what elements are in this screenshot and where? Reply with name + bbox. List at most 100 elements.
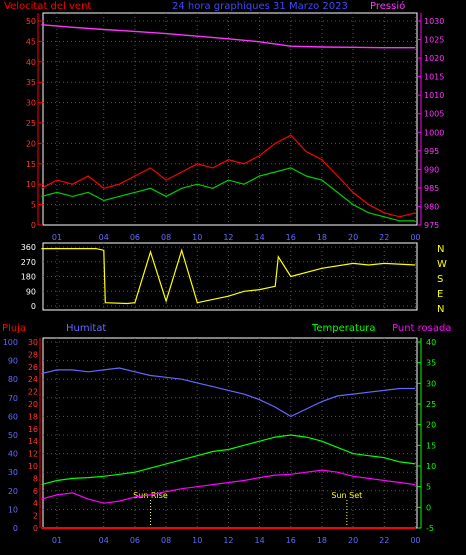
panel2-left-tick: 180 [21, 273, 36, 282]
panel1-x-tick: 06 [130, 233, 140, 242]
series-pressure-line [41, 24, 416, 49]
panel3-rain-tick: 8 [33, 474, 38, 483]
panel3-temperature-label: Temperatura [311, 323, 376, 334]
panel3-x-tick: 06 [130, 536, 140, 545]
panel3-rain-tick: 22 [28, 388, 38, 397]
panel2-direction-label: N [437, 304, 444, 315]
panel3-sun-annotation: Sun Set [331, 491, 362, 500]
panel1-x-tick: 20 [348, 233, 358, 242]
panel1-x-tick: 00 [410, 233, 420, 242]
panel3-x-tick: 18 [317, 536, 327, 545]
panel3-rain-tick: 14 [28, 437, 38, 446]
panel3-rain-tick: 4 [33, 499, 38, 508]
panel2-direction-label: N [437, 244, 444, 255]
panel3-temp-tick: 5 [426, 483, 431, 492]
panel3-temp-tick: 25 [426, 400, 436, 409]
series-direction-line [41, 248, 416, 305]
panel3-rain-tick: 28 [28, 350, 38, 359]
panel1-x-tick: 12 [223, 233, 233, 242]
panel3-x-tick: 16 [286, 536, 296, 545]
panel3-rain-tick: 6 [33, 487, 38, 496]
panel3-temp-tick: 20 [426, 421, 436, 430]
panel3-humidity-label: Humitat [66, 323, 106, 334]
panel1-left-tick: 5 [31, 201, 36, 210]
panel3-x-tick: 04 [99, 536, 109, 545]
panel1-right-tick: 1005 [424, 110, 444, 119]
panel1-frame [42, 12, 418, 226]
panel1-right-tick: 980 [424, 202, 439, 211]
panel3-rain-tick: 20 [28, 400, 38, 409]
panel1-title: 24 hora graphiques 31 Marzo 2023 [172, 1, 348, 12]
panel3-humidity-tick: 80 [8, 375, 18, 384]
panel1-left-tick: 20 [26, 139, 36, 148]
panel3-x-tick: 12 [223, 536, 233, 545]
panel3-humidity-tick: 10 [8, 505, 18, 514]
panel3-humidity-tick: 0 [13, 524, 18, 533]
panel1-right-tick: 990 [424, 165, 439, 174]
panel3-rain-label: Pluja [2, 323, 26, 334]
panel3-humidity-tick: 90 [8, 357, 18, 366]
panel3-temp-tick: 30 [426, 379, 436, 388]
panel1-x-tick: 14 [254, 233, 264, 242]
panel3-dewpoint-label: Punt rosada [392, 323, 451, 334]
panel1-right-tick: 1010 [424, 91, 444, 100]
panel3-rain-tick: 26 [28, 363, 38, 372]
panel3-rain-tick: 24 [28, 375, 38, 384]
panel3-x-tick: 08 [161, 536, 171, 545]
panel3-rain-tick: 18 [28, 412, 38, 421]
panel3-temp-tick: 35 [426, 359, 436, 368]
panel1-right-tick: 985 [424, 184, 439, 193]
panel1-left-tick: 40 [26, 58, 36, 67]
panel1-right-tick: 1025 [424, 36, 444, 45]
series-wind-line [41, 167, 416, 222]
panel1-right-tick: 1030 [424, 17, 444, 26]
panel1-left-axis-label: Velocitat del vent [4, 1, 91, 12]
panel3-rain-tick: 0 [33, 524, 38, 533]
panel3-humidity-tick: 40 [8, 450, 18, 459]
panel1-x-tick: 08 [161, 233, 171, 242]
panel3-temp-tick: 0 [426, 503, 431, 512]
panel1-right-tick: 1015 [424, 73, 444, 82]
panel3-x-tick: 14 [254, 536, 264, 545]
panel1-left-tick: 50 [26, 17, 36, 26]
panel3-temp-tick: 40 [426, 338, 436, 347]
panel3-x-tick: 00 [410, 536, 420, 545]
panel3-humidity-tick: 20 [8, 487, 18, 496]
panel3-x-tick: 20 [348, 536, 358, 545]
panel3-temp-tick: 15 [426, 441, 436, 450]
panel1-left-tick: 0 [31, 221, 36, 230]
panel3-temp-tick: 10 [426, 462, 436, 471]
panel1-left-tick: 10 [26, 180, 36, 189]
panel3-humidity-tick: 100 [3, 338, 18, 347]
panel3-x-tick: 22 [379, 536, 389, 545]
panel3-humidity-tick: 30 [8, 468, 18, 477]
panel3-humidity-tick: 60 [8, 412, 18, 421]
series-dewpoint-line [41, 469, 416, 504]
panel3-humidity-tick: 50 [8, 431, 18, 440]
panel2-left-tick: 90 [26, 287, 36, 296]
panel2-direction-label: W [437, 259, 447, 270]
panel2-left-tick: 270 [21, 258, 36, 267]
panel3-rain-tick: 30 [28, 338, 38, 347]
series-gust-line [41, 134, 416, 218]
panel2-direction-label: E [437, 289, 443, 300]
panel1-x-tick: 16 [286, 233, 296, 242]
panel3-rain-tick: 12 [28, 450, 38, 459]
panel1-left-tick: 35 [26, 78, 36, 87]
panel1-x-tick: 04 [99, 233, 109, 242]
panel1-right-tick: 1020 [424, 54, 444, 63]
panel1-x-tick: 18 [317, 233, 327, 242]
panel3-rain-tick: 16 [28, 425, 38, 434]
panel1-right-tick: 1000 [424, 128, 444, 137]
panel2-left-tick: 0 [31, 302, 36, 311]
panel2-direction-label: S [437, 274, 443, 285]
series-temperature-line [41, 434, 416, 486]
panel1-left-tick: 15 [26, 160, 36, 169]
panel1-right-tick: 995 [424, 147, 439, 156]
panel3-humidity-tick: 70 [8, 394, 18, 403]
panel1-left-tick: 30 [26, 99, 36, 108]
panel1-x-tick: 22 [379, 233, 389, 242]
panel2-left-tick: 360 [21, 243, 36, 252]
panel1-right-tick: 975 [424, 221, 439, 230]
